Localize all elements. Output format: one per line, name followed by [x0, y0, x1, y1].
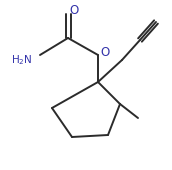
Text: O: O	[69, 4, 79, 16]
Text: O: O	[100, 47, 109, 60]
Text: H$_2$N: H$_2$N	[11, 53, 33, 67]
